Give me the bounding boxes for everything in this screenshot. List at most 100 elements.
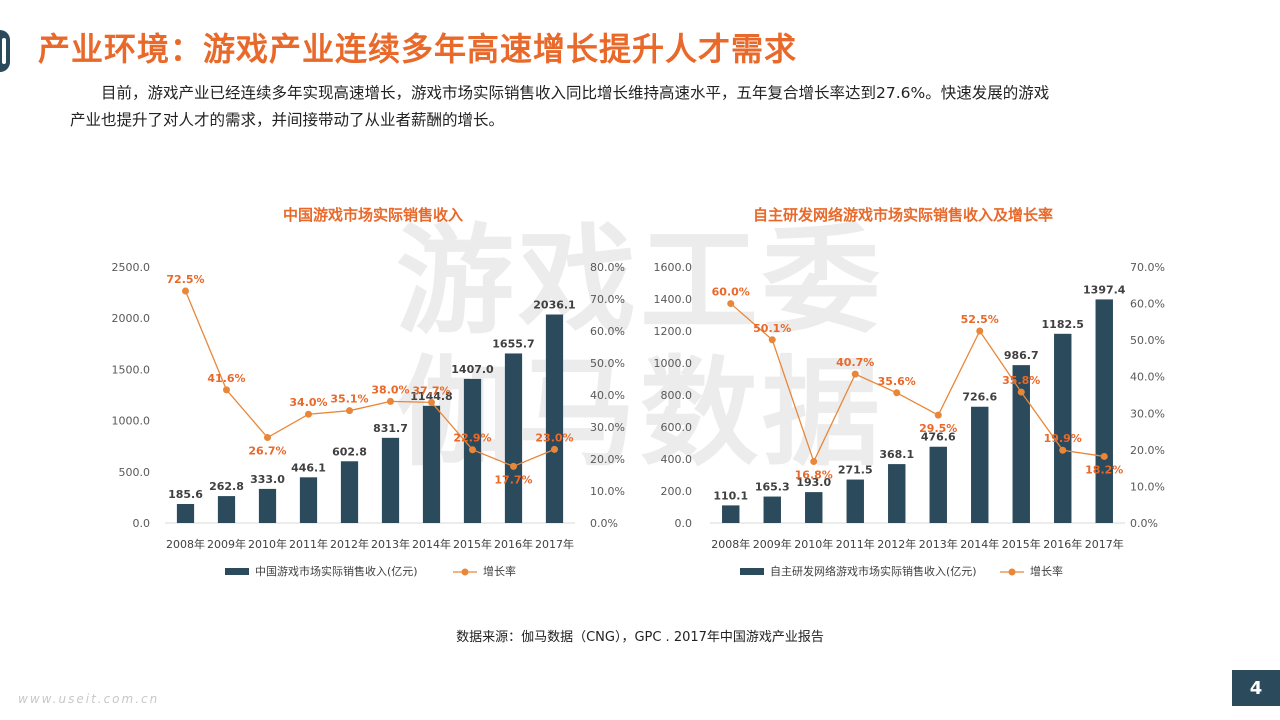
- x-axis-category-label: 2008年: [711, 537, 750, 551]
- y2-axis-tick-label: 60.0%: [590, 325, 625, 338]
- bar: [299, 477, 318, 523]
- y-axis-tick-label: 1600.0: [654, 261, 693, 274]
- growth-rate-label: 22.9%: [453, 432, 491, 445]
- growth-rate-label: 60.0%: [712, 286, 750, 299]
- growth-rate-label: 40.7%: [836, 356, 874, 369]
- y-axis-tick-label: 1200.0: [654, 325, 693, 338]
- bar: [217, 496, 236, 523]
- y-axis-tick-label: 1400.0: [654, 293, 693, 306]
- bar-value-label: 2036.1: [533, 299, 575, 312]
- bar: [258, 488, 277, 523]
- y-axis-tick-label: 200.0: [661, 485, 693, 498]
- bar-value-label: 368.1: [879, 448, 914, 461]
- y2-axis-tick-label: 50.0%: [1130, 334, 1165, 347]
- bar-value-label: 1407.0: [451, 363, 494, 376]
- x-axis-category-label: 2013年: [371, 537, 410, 551]
- y-axis-tick-label: 1000.0: [112, 415, 151, 428]
- x-axis-category-label: 2016年: [494, 537, 533, 551]
- bar: [763, 496, 781, 523]
- x-axis-category-label: 2011年: [836, 537, 875, 551]
- x-axis-category-label: 2016年: [1043, 537, 1082, 551]
- growth-rate-point: [428, 398, 435, 406]
- y2-axis-tick-label: 40.0%: [590, 389, 625, 402]
- y2-axis-tick-label: 10.0%: [590, 485, 625, 498]
- chart-title: 中国游戏市场实际销售收入: [283, 206, 463, 224]
- bar: [929, 446, 947, 523]
- growth-rate-point: [1100, 452, 1108, 460]
- bar-value-label: 831.7: [373, 422, 408, 435]
- y2-axis-tick-label: 40.0%: [1130, 371, 1165, 384]
- legend-bar-label: 自主研发网络游戏市场实际销售收入(亿元): [770, 564, 977, 578]
- growth-rate-point: [346, 407, 353, 415]
- bar-value-label: 1655.7: [492, 337, 534, 350]
- x-axis-category-label: 2012年: [877, 537, 916, 551]
- bar: [1012, 365, 1030, 523]
- y2-axis-tick-label: 30.0%: [1130, 407, 1165, 420]
- bar-value-label: 110.1: [713, 489, 748, 502]
- growth-rate-label: 41.6%: [207, 372, 245, 385]
- x-axis-category-label: 2009年: [207, 537, 246, 551]
- chart-title: 自主研发网络游戏市场实际销售收入及增长率: [753, 206, 1053, 224]
- growth-rate-label: 29.5%: [919, 422, 957, 435]
- legend-bar-swatch: [740, 568, 764, 575]
- growth-rate-point: [976, 327, 984, 335]
- y-axis-tick-label: 1500.0: [112, 363, 151, 376]
- x-axis-category-label: 2012年: [330, 537, 369, 551]
- growth-rate-point: [551, 445, 558, 453]
- x-axis-category-label: 2010年: [248, 537, 287, 551]
- growth-rate-label: 35.6%: [878, 375, 916, 388]
- bar: [1095, 299, 1113, 523]
- growth-rate-label: 52.5%: [961, 313, 999, 326]
- bar-value-label: 1182.5: [1042, 318, 1084, 331]
- bar-value-label: 271.5: [838, 464, 873, 477]
- bar: [504, 353, 523, 523]
- bar-value-label: 193.0: [796, 476, 831, 489]
- bar-value-label: 476.6: [921, 431, 956, 444]
- growth-rate-point: [305, 410, 312, 418]
- y2-axis-tick-label: 50.0%: [590, 357, 625, 370]
- growth-rate-point: [1059, 446, 1067, 454]
- growth-rate-line: [184, 290, 555, 468]
- growth-rate-point: [893, 389, 901, 397]
- bar: [805, 492, 823, 523]
- y2-axis-tick-label: 80.0%: [590, 261, 625, 274]
- y2-axis-tick-label: 30.0%: [590, 421, 625, 434]
- growth-rate-point: [810, 458, 818, 466]
- growth-rate-label: 38.0%: [371, 383, 409, 396]
- growth-rate-point: [182, 287, 189, 295]
- growth-rate-label: 50.1%: [753, 322, 791, 335]
- y2-axis-tick-label: 0.0%: [1130, 517, 1158, 530]
- x-axis-category-label: 2009年: [753, 537, 792, 551]
- growth-rate-label: 35.1%: [330, 393, 368, 406]
- intro-line-2: 产业也提升了对人才的需求，并间接带动了从业者薪酬的增长。: [70, 111, 505, 129]
- bar: [545, 314, 564, 523]
- growth-rate-point: [223, 386, 230, 394]
- bar-value-label: 1397.4: [1083, 283, 1126, 296]
- growth-rate-point: [469, 446, 476, 454]
- growth-rate-point: [1017, 388, 1025, 396]
- bar-value-label: 602.8: [332, 445, 367, 458]
- growth-rate-label: 37.7%: [412, 384, 450, 397]
- y-axis-tick-label: 500.0: [119, 466, 151, 479]
- y-axis-tick-label: 0.0: [675, 517, 693, 530]
- legend-bar-label: 中国游戏市场实际销售收入(亿元): [255, 564, 418, 578]
- bar-value-label: 986.7: [1004, 349, 1039, 362]
- data-source-note: 数据来源：伽马数据（CNG），GPC . 2017年中国游戏产业报告: [456, 630, 824, 645]
- growth-rate-label: 34.0%: [289, 396, 327, 409]
- growth-rate-label: 26.7%: [248, 445, 286, 458]
- growth-rate-point: [934, 411, 942, 419]
- growth-rate-point: [264, 434, 271, 442]
- bar: [1054, 333, 1072, 523]
- y2-axis-tick-label: 0.0%: [590, 517, 618, 530]
- y-axis-tick-label: 2000.0: [112, 312, 151, 325]
- x-axis-category-label: 2010年: [794, 537, 833, 551]
- bar-value-label: 262.8: [209, 480, 244, 493]
- x-axis-category-label: 2011年: [289, 537, 328, 551]
- legend-bar-swatch: [225, 568, 249, 575]
- bar-value-label: 185.6: [168, 488, 203, 501]
- x-axis-category-label: 2015年: [1002, 537, 1041, 551]
- y-axis-tick-label: 800.0: [661, 389, 693, 402]
- bar: [176, 503, 195, 523]
- y2-axis-tick-label: 60.0%: [1130, 298, 1165, 311]
- y2-axis-tick-label: 70.0%: [590, 293, 625, 306]
